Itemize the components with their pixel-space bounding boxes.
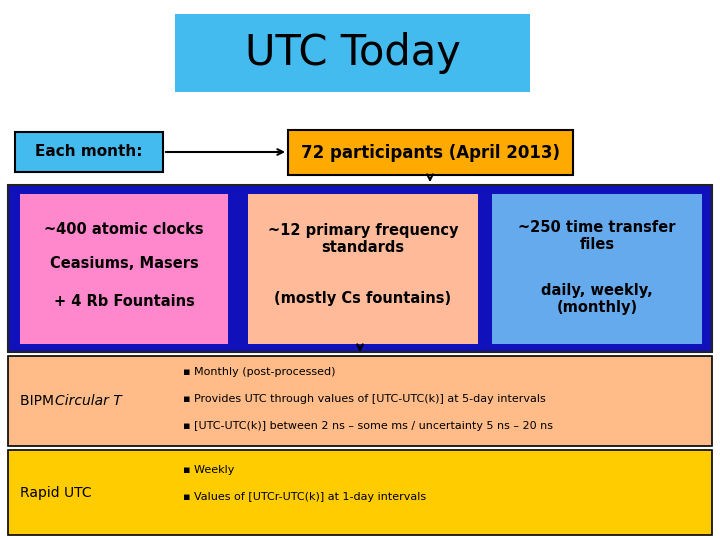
Text: Ceasiums, Masers: Ceasiums, Masers bbox=[50, 256, 199, 272]
Bar bbox=[248, 194, 478, 344]
Bar bbox=[15, 132, 163, 172]
Text: ~12 primary frequency
standards: ~12 primary frequency standards bbox=[268, 223, 458, 255]
Text: Circular T: Circular T bbox=[55, 394, 122, 408]
Text: BIPM: BIPM bbox=[20, 394, 58, 408]
Bar bbox=[20, 194, 228, 344]
Bar bbox=[8, 185, 712, 352]
Text: ▪ Provides UTC through values of [UTC-UTC(k)] at 5-day intervals: ▪ Provides UTC through values of [UTC-UT… bbox=[183, 394, 546, 404]
Text: ▪ Weekly: ▪ Weekly bbox=[183, 465, 235, 475]
Text: + 4 Rb Fountains: + 4 Rb Fountains bbox=[53, 294, 194, 309]
Bar bbox=[8, 356, 712, 446]
Bar bbox=[175, 14, 530, 92]
Text: ▪ Monthly (post-processed): ▪ Monthly (post-processed) bbox=[183, 367, 336, 377]
Text: 72 participants (April 2013): 72 participants (April 2013) bbox=[301, 144, 560, 161]
Text: ▪ Values of [UTCr-UTC(k)] at 1-day intervals: ▪ Values of [UTCr-UTC(k)] at 1-day inter… bbox=[183, 492, 426, 502]
Text: Rapid UTC: Rapid UTC bbox=[20, 485, 91, 500]
Text: Each month:: Each month: bbox=[35, 145, 143, 159]
Bar bbox=[8, 450, 712, 535]
Text: ~400 atomic clocks: ~400 atomic clocks bbox=[44, 221, 204, 237]
Text: ~250 time transfer
files: ~250 time transfer files bbox=[518, 220, 676, 252]
Bar bbox=[492, 194, 702, 344]
Bar bbox=[288, 130, 573, 175]
Text: daily, weekly,
(monthly): daily, weekly, (monthly) bbox=[541, 283, 653, 315]
Text: UTC Today: UTC Today bbox=[245, 32, 460, 74]
Text: (mostly Cs fountains): (mostly Cs fountains) bbox=[274, 292, 451, 307]
Text: ▪ [UTC-UTC(k)] between 2 ns – some ms / uncertainty 5 ns – 20 ns: ▪ [UTC-UTC(k)] between 2 ns – some ms / … bbox=[183, 421, 553, 431]
